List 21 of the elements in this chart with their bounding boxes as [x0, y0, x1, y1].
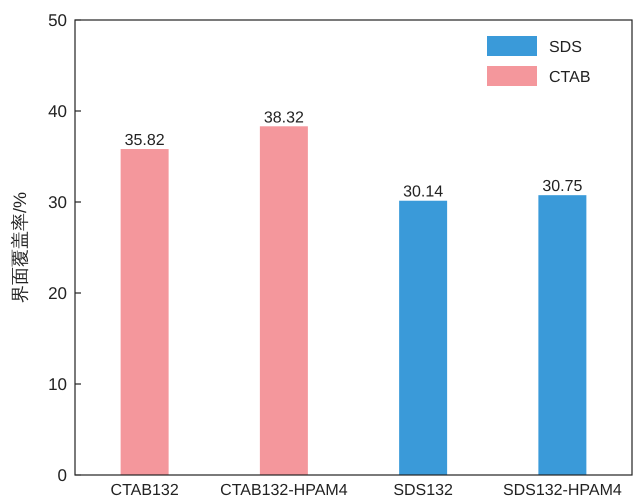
x-tick-label: CTAB132	[110, 482, 179, 499]
data-label: 30.75	[542, 178, 582, 196]
data-label: 38.32	[264, 109, 304, 126]
y-axis-title: 界面覆盖率/%	[10, 192, 30, 304]
bar	[260, 126, 308, 475]
y-tick-label: 30	[48, 193, 67, 212]
y-tick-label: 10	[48, 375, 67, 394]
y-tick-label: 0	[58, 466, 67, 485]
y-tick-label: 20	[48, 284, 67, 303]
x-tick-label: SDS132-HPAM4	[502, 482, 622, 499]
x-tick-label: SDS132	[393, 482, 454, 499]
bar	[538, 195, 586, 475]
legend-label: SDS	[549, 39, 582, 56]
x-tick-label: CTAB132-HPAM4	[220, 482, 348, 499]
y-tick-label: 50	[48, 11, 67, 30]
data-label: 30.14	[403, 184, 444, 201]
data-label: 35.82	[124, 132, 165, 150]
legend-label: CTAB	[549, 69, 590, 86]
bar	[399, 200, 448, 475]
y-tick-label: 40	[48, 102, 67, 121]
bar	[120, 149, 169, 475]
